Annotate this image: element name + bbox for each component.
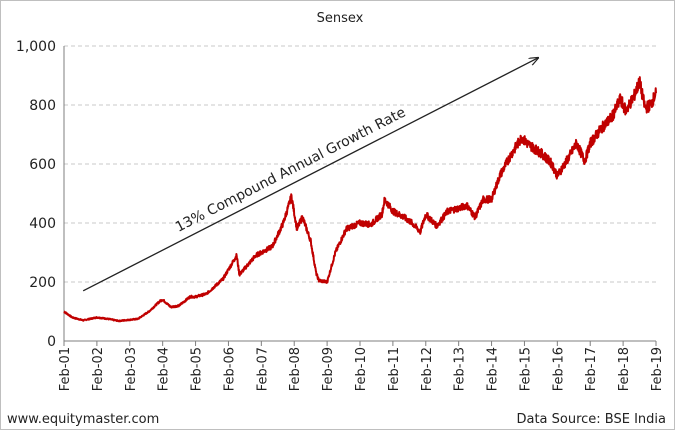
gridlines — [64, 45, 656, 283]
x-tick-label: Feb-19 — [650, 347, 665, 391]
x-tick-label: Feb-12 — [420, 347, 435, 391]
y-tick-label: 0 — [47, 334, 56, 350]
footer-source: Data Source: BSE India — [516, 412, 666, 427]
growth-arrow — [82, 58, 538, 292]
series-line — [63, 76, 657, 323]
x-tick-label: Feb-11 — [387, 347, 402, 391]
x-tick-label: Feb-15 — [518, 347, 533, 391]
series-group — [63, 76, 657, 323]
y-tick-label: 1,000 — [16, 39, 56, 55]
x-tick-label: Feb-08 — [288, 347, 303, 391]
x-tick-label: Feb-16 — [551, 347, 566, 391]
x-tick-label: Feb-13 — [453, 347, 468, 391]
y-tick-label: 600 — [29, 157, 56, 173]
x-tick-label: Feb-10 — [354, 347, 369, 391]
x-tick-label: Feb-04 — [157, 347, 172, 391]
y-tick-label: 800 — [29, 98, 56, 114]
chart-title: Sensex — [317, 11, 364, 26]
annotation-group: 13% Compound Annual Growth Rate — [82, 58, 538, 292]
annotation-text: 13% Compound Annual Growth Rate — [173, 105, 409, 236]
x-tick-label: Feb-02 — [91, 347, 106, 391]
x-tick-label: Feb-03 — [124, 347, 139, 391]
y-tick-label: 400 — [29, 216, 56, 232]
x-tick-label: Feb-05 — [190, 347, 205, 391]
x-tick-label: Feb-09 — [321, 347, 336, 391]
x-tick-label: Feb-14 — [486, 347, 501, 391]
x-tick-label: Feb-06 — [222, 347, 237, 391]
x-tick-label: Feb-01 — [58, 347, 73, 391]
x-tick-label: Feb-18 — [617, 347, 632, 391]
x-axis: Feb-01 Feb-02 Feb-03 Feb-04 Feb-05 Feb-06 Feb-… — [58, 340, 665, 391]
x-tick-label: Feb-17 — [584, 347, 599, 391]
y-axis: 0 200 400 600 800 1,000 — [16, 39, 65, 350]
footer-site: www.equitymaster.com — [7, 412, 160, 427]
y-tick-label: 200 — [29, 275, 56, 291]
x-tick-label: Feb-07 — [255, 347, 270, 391]
